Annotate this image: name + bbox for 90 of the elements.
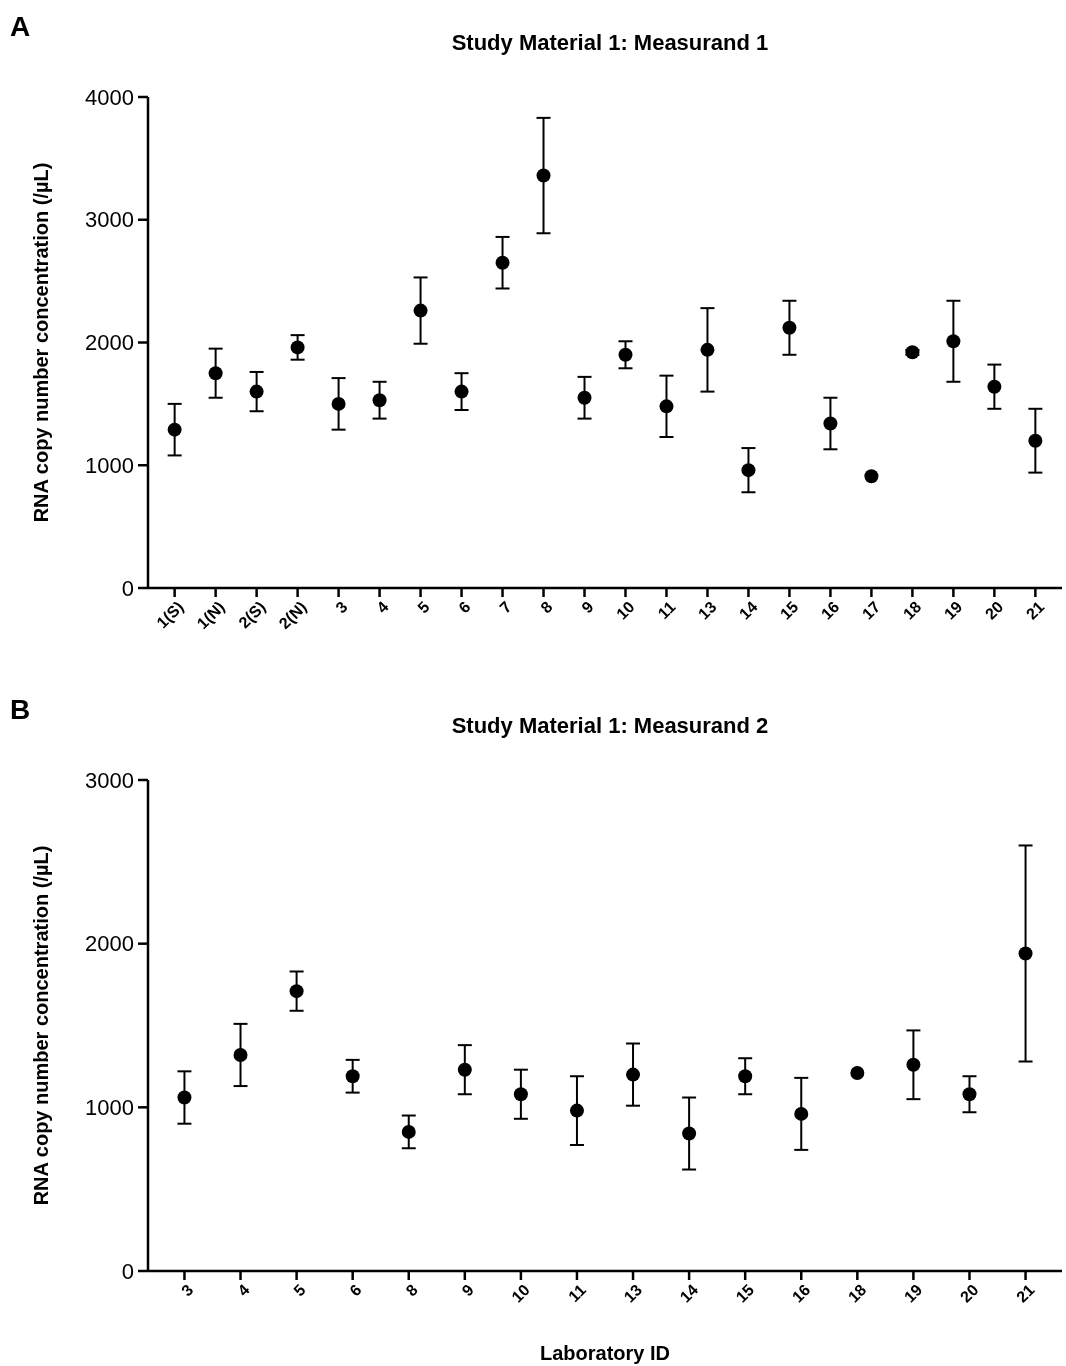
point — [962, 1087, 977, 1102]
point — [794, 1106, 809, 1121]
x-tick-label: 10 — [508, 1280, 534, 1306]
point — [289, 984, 304, 999]
x-tick-label: 2(S) — [235, 598, 269, 632]
point — [249, 384, 264, 399]
point — [987, 379, 1002, 394]
x-tick-label: 17 — [858, 597, 884, 623]
x-tick-label: 11 — [654, 597, 679, 623]
x-tick-label: 5 — [290, 1280, 309, 1300]
x-tick-label: 10 — [612, 597, 638, 623]
x-tick-label: 20 — [981, 597, 1007, 623]
y-tick-label: 3000 — [85, 767, 134, 793]
point — [659, 399, 674, 414]
point — [167, 422, 182, 437]
point — [536, 168, 551, 183]
x-tick-label: 8 — [537, 597, 556, 617]
chart-title: Study Material 1: Measurand 2 — [451, 713, 769, 738]
y-tick-label: 1000 — [85, 1095, 134, 1121]
point — [454, 384, 469, 399]
x-tick-label: 20 — [956, 1280, 982, 1306]
text: A — [10, 11, 31, 42]
point — [864, 469, 879, 484]
point — [682, 1126, 697, 1141]
point — [850, 1065, 865, 1080]
point — [345, 1069, 360, 1084]
x-tick-label: 5 — [414, 597, 433, 617]
point — [906, 1057, 921, 1072]
x-tick-label: 21 — [1022, 597, 1048, 623]
x-tick-label: 6 — [455, 597, 474, 617]
point — [700, 342, 715, 357]
x-tick-label: 13 — [694, 597, 720, 623]
point — [569, 1103, 584, 1118]
point — [495, 255, 510, 270]
point — [177, 1090, 192, 1105]
y-tick-label: 2000 — [85, 931, 134, 957]
point — [290, 340, 305, 355]
point — [401, 1124, 416, 1139]
point — [331, 396, 346, 411]
y-tick-label: 0 — [121, 575, 134, 601]
text: B — [10, 694, 31, 725]
y-axis-title: RNA copy number concentration (/µL) — [30, 845, 52, 1206]
point — [1028, 433, 1043, 448]
point — [782, 320, 797, 335]
x-tick-label: 19 — [900, 1280, 926, 1306]
x-tick-label: 4 — [234, 1280, 253, 1300]
x-tick-label: 16 — [817, 597, 843, 623]
x-tick-label: 18 — [844, 1280, 870, 1306]
point — [618, 347, 633, 362]
x-axis-title: Laboratory ID — [539, 1342, 671, 1364]
x-tick-label: 11 — [565, 1280, 590, 1306]
x-tick-label: 19 — [940, 597, 966, 623]
y-axis-title: RNA copy number concentration (/µL) — [30, 162, 52, 523]
x-tick-label: 3 — [332, 597, 351, 617]
y-tick-label: 2000 — [85, 330, 134, 356]
point — [738, 1069, 753, 1084]
x-tick-label: 1(S) — [153, 598, 187, 632]
y-tick-label: 0 — [121, 1258, 134, 1284]
x-tick-label: 6 — [346, 1280, 365, 1300]
y-tick-label: 1000 — [85, 452, 134, 478]
x-tick-label: 1(N) — [193, 598, 228, 633]
x-tick-label: 14 — [735, 597, 761, 623]
x-tick-label: 14 — [676, 1280, 702, 1306]
x-tick-label: 3 — [178, 1280, 197, 1300]
x-tick-label: 4 — [373, 597, 392, 617]
point — [233, 1047, 248, 1062]
x-tick-label: 18 — [899, 597, 925, 623]
point — [513, 1087, 528, 1102]
y-tick-label: 3000 — [85, 207, 134, 233]
x-tick-label: 15 — [732, 1280, 758, 1306]
point — [413, 303, 428, 318]
x-tick-label: 13 — [620, 1280, 646, 1306]
point — [372, 393, 387, 408]
x-tick-label: 16 — [788, 1280, 814, 1306]
x-tick-label: 9 — [458, 1280, 477, 1300]
point — [823, 416, 838, 431]
point — [626, 1067, 641, 1082]
x-tick-label: 7 — [496, 597, 515, 617]
point — [208, 366, 223, 381]
chart-title: Study Material 1: Measurand 1 — [451, 30, 769, 55]
x-tick-label: 15 — [776, 597, 802, 623]
x-tick-label: 8 — [402, 1280, 421, 1300]
x-tick-label: 9 — [578, 597, 597, 617]
point — [946, 334, 961, 349]
point — [577, 390, 592, 405]
point — [457, 1062, 472, 1077]
point — [1018, 946, 1033, 961]
point — [741, 463, 756, 478]
x-tick-label: 21 — [1013, 1280, 1038, 1306]
y-tick-label: 4000 — [85, 84, 134, 110]
